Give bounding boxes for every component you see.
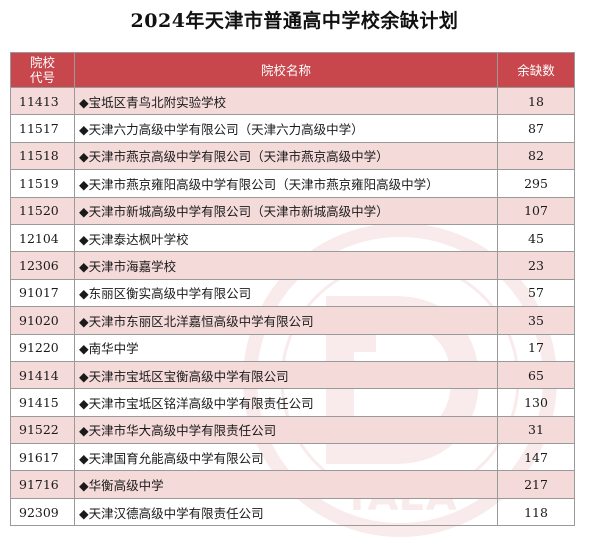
- header-code: 院校 代号: [10, 52, 75, 88]
- row-school-name: ◆天津泰达枫叶学校: [74, 223, 498, 253]
- table-row: 91220 ◆南华中学 17: [10, 333, 575, 362]
- row-school-name: ◆天津市东丽区北洋嘉恒高级中学有限公司: [74, 306, 498, 335]
- table-row: 11517 ◆天津六力高级中学有限公司（天津六力高级中学） 87: [10, 114, 575, 143]
- row-vacancy-count: 295: [497, 169, 575, 198]
- row-school-name: ◆华衡高级中学: [74, 470, 498, 499]
- row-school-name: ◆天津市华大高级中学有限责任公司: [74, 415, 498, 445]
- row-code: 12306: [10, 251, 75, 280]
- row-code: 91617: [10, 443, 75, 472]
- row-vacancy-count: 118: [497, 497, 575, 527]
- row-code: 92309: [10, 497, 75, 527]
- table-row: 11413 ◆宝坻区青鸟北附实验学校 18: [10, 86, 575, 116]
- row-vacancy-count: 23: [497, 251, 575, 280]
- row-code: 12104: [10, 223, 75, 253]
- vacancy-table: 院校 代号 院校名称 余缺数 11413 ◆宝坻区青鸟北附实验学校 18 11517 ◆天…: [10, 52, 575, 527]
- table-row: 12104 ◆天津泰达枫叶学校 45: [10, 223, 575, 253]
- table-header-row: 院校 代号 院校名称 余缺数: [10, 52, 575, 88]
- row-code: 91414: [10, 360, 75, 390]
- row-school-name: ◆天津六力高级中学有限公司（天津六力高级中学）: [74, 114, 498, 143]
- row-school-name: ◆天津市宝坻区铭洋高级中学有限责任公司: [74, 388, 498, 417]
- row-vacancy-count: 57: [497, 278, 575, 308]
- row-vacancy-count: 82: [497, 141, 575, 171]
- table-row: 91716 ◆华衡高级中学 217: [10, 470, 575, 499]
- row-code: 11413: [10, 86, 75, 116]
- table-row: 91617 ◆天津国育允能高级中学有限公司 147: [10, 443, 575, 472]
- header-name: 院校名称: [74, 52, 498, 88]
- table-row: 91017 ◆东丽区衡实高级中学有限公司 57: [10, 278, 575, 308]
- table-row: 91414 ◆天津市宝坻区宝衡高级中学有限公司 65: [10, 360, 575, 390]
- row-code: 91415: [10, 388, 75, 417]
- row-code: 11517: [10, 114, 75, 143]
- row-vacancy-count: 107: [497, 196, 575, 225]
- row-vacancy-count: 147: [497, 443, 575, 472]
- row-school-name: ◆天津国育允能高级中学有限公司: [74, 443, 498, 472]
- row-code: 91017: [10, 278, 75, 308]
- row-vacancy-count: 35: [497, 306, 575, 335]
- row-vacancy-count: 130: [497, 388, 575, 417]
- row-vacancy-count: 217: [497, 470, 575, 499]
- row-vacancy-count: 31: [497, 415, 575, 445]
- page-title: 2024年天津市普通高中学校余缺计划: [130, 10, 459, 32]
- row-school-name: ◆天津市燕京雍阳高级中学有限公司（天津市燕京雍阳高级中学）: [74, 169, 498, 198]
- table-row: 91522 ◆天津市华大高级中学有限责任公司 31: [10, 415, 575, 445]
- row-school-name: ◆天津市燕京高级中学有限公司（天津市燕京高级中学）: [74, 141, 498, 171]
- row-code: 11520: [10, 196, 75, 225]
- row-school-name: ◆宝坻区青鸟北附实验学校: [74, 86, 498, 116]
- row-vacancy-count: 87: [497, 114, 575, 143]
- row-school-name: ◆天津市海嘉学校: [74, 251, 498, 280]
- row-vacancy-count: 45: [497, 223, 575, 253]
- row-school-name: ◆天津市新城高级中学有限公司（天津市新城高级中学）: [74, 196, 498, 225]
- row-school-name: ◆天津市宝坻区宝衡高级中学有限公司: [74, 360, 498, 390]
- table-row: 11518 ◆天津市燕京高级中学有限公司（天津市燕京高级中学） 82: [10, 141, 575, 171]
- row-code: 91020: [10, 306, 75, 335]
- row-vacancy-count: 65: [497, 360, 575, 390]
- row-code: 91522: [10, 415, 75, 445]
- row-vacancy-count: 18: [497, 86, 575, 116]
- row-code: 91716: [10, 470, 75, 499]
- header-count: 余缺数: [497, 52, 575, 88]
- row-code: 11519: [10, 169, 75, 198]
- table-row: 91415 ◆天津市宝坻区铭洋高级中学有限责任公司 130: [10, 388, 575, 417]
- row-school-name: ◆天津汉德高级中学有限责任公司: [74, 497, 498, 527]
- row-vacancy-count: 17: [497, 333, 575, 362]
- table-row: 12306 ◆天津市海嘉学校 23: [10, 251, 575, 280]
- table-row: 11520 ◆天津市新城高级中学有限公司（天津市新城高级中学） 107: [10, 196, 575, 225]
- table-row: 92309 ◆天津汉德高级中学有限责任公司 118: [10, 497, 575, 527]
- table-row: 11519 ◆天津市燕京雍阳高级中学有限公司（天津市燕京雍阳高级中学） 295: [10, 169, 575, 198]
- row-code: 11518: [10, 141, 75, 171]
- table-row: 91020 ◆天津市东丽区北洋嘉恒高级中学有限公司 35: [10, 306, 575, 335]
- row-school-name: ◆南华中学: [74, 333, 498, 362]
- row-code: 91220: [10, 333, 75, 362]
- row-school-name: ◆东丽区衡实高级中学有限公司: [74, 278, 498, 308]
